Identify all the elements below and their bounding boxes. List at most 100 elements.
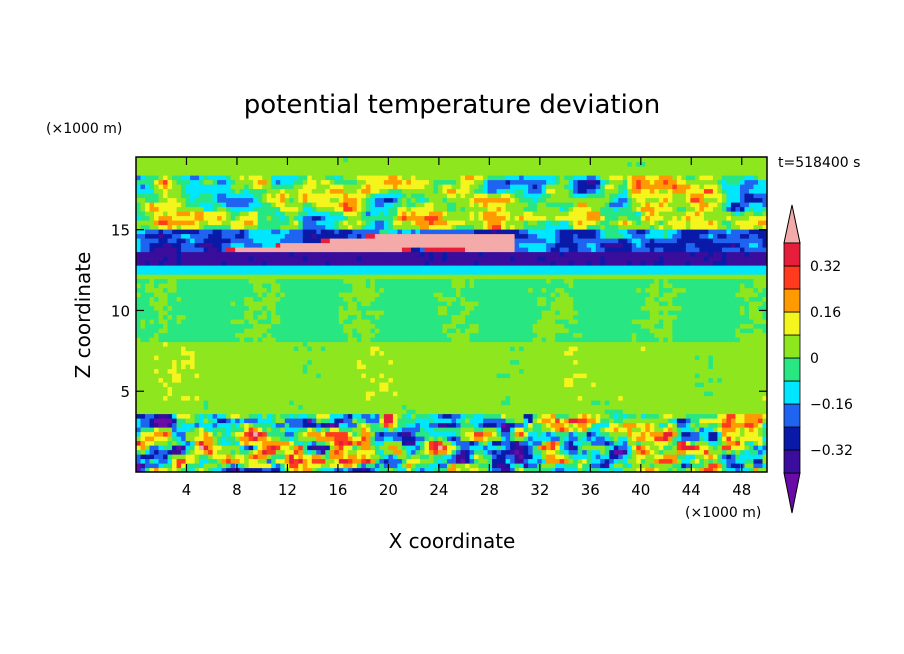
field-cell bbox=[559, 341, 565, 347]
field-cell bbox=[235, 395, 241, 401]
field-cell bbox=[532, 359, 538, 365]
field-cell bbox=[456, 391, 462, 397]
field-cell bbox=[262, 319, 268, 325]
field-cell bbox=[257, 454, 263, 460]
field-cell bbox=[609, 449, 615, 455]
field-cell bbox=[298, 445, 304, 451]
field-cell bbox=[248, 431, 254, 437]
field-cell bbox=[419, 377, 426, 383]
field-cell bbox=[280, 431, 286, 437]
field-cell bbox=[721, 467, 728, 472]
field-cell bbox=[446, 319, 453, 325]
field-cell bbox=[667, 445, 673, 451]
field-cell bbox=[347, 328, 353, 334]
field-cell bbox=[546, 337, 552, 343]
field-cell bbox=[564, 413, 570, 419]
field-cell bbox=[577, 463, 583, 469]
field-cell bbox=[370, 350, 376, 356]
field-cell bbox=[528, 328, 534, 334]
field-cell bbox=[446, 355, 453, 361]
field-cell bbox=[401, 328, 408, 334]
field-cell bbox=[257, 350, 263, 356]
field-cell bbox=[230, 364, 236, 370]
field-cell bbox=[145, 314, 151, 320]
field-cell bbox=[645, 341, 651, 347]
field-cell bbox=[361, 458, 367, 464]
field-cell bbox=[600, 431, 606, 437]
field-cell bbox=[311, 445, 317, 451]
field-cell bbox=[158, 386, 164, 392]
field-cell bbox=[699, 346, 705, 352]
field-cell bbox=[185, 427, 191, 433]
field-cell bbox=[293, 323, 299, 329]
field-cell bbox=[568, 458, 574, 464]
field-cell bbox=[762, 368, 767, 374]
field-cell bbox=[600, 422, 606, 428]
field-cell bbox=[271, 377, 277, 383]
field-cell bbox=[172, 323, 178, 329]
field-cell bbox=[753, 377, 759, 383]
field-cell bbox=[636, 400, 642, 406]
field-cell bbox=[388, 377, 394, 383]
field-cell bbox=[681, 382, 687, 388]
field-cell bbox=[456, 445, 462, 451]
field-cell bbox=[586, 449, 592, 455]
field-cell bbox=[541, 355, 547, 361]
field-cell bbox=[167, 404, 173, 410]
field-cell bbox=[721, 350, 728, 356]
field-cell bbox=[410, 355, 417, 361]
field-cell bbox=[419, 409, 426, 415]
field-cell bbox=[158, 422, 164, 428]
field-cell bbox=[262, 328, 268, 334]
field-cell bbox=[550, 319, 556, 325]
field-cell bbox=[564, 454, 570, 460]
field-cell bbox=[158, 341, 164, 347]
field-cell bbox=[469, 382, 475, 388]
field-cell bbox=[694, 409, 700, 415]
field-cell bbox=[460, 436, 466, 442]
field-cell bbox=[496, 413, 502, 419]
field-cell bbox=[316, 364, 322, 370]
field-cell bbox=[532, 418, 538, 424]
field-cell bbox=[136, 368, 142, 374]
field-cell bbox=[208, 368, 214, 374]
field-cell bbox=[735, 463, 741, 469]
field-cell bbox=[564, 440, 570, 446]
field-cell bbox=[555, 454, 561, 460]
field-cell bbox=[140, 337, 146, 343]
field-cell bbox=[293, 413, 299, 419]
field-cell bbox=[433, 373, 439, 379]
field-cell bbox=[149, 418, 155, 424]
field-cell bbox=[316, 418, 322, 424]
field-cell bbox=[676, 364, 682, 370]
field-cell bbox=[456, 355, 462, 361]
field-cell bbox=[347, 440, 353, 446]
field-cell bbox=[694, 364, 700, 370]
field-cell bbox=[541, 314, 547, 320]
field-cell bbox=[631, 373, 637, 379]
field-cell bbox=[730, 436, 737, 442]
field-cell bbox=[559, 377, 565, 383]
field-cell bbox=[541, 463, 547, 469]
field-cell bbox=[149, 350, 155, 356]
field-cell bbox=[627, 413, 633, 419]
field-cell bbox=[541, 350, 547, 356]
field-cell bbox=[649, 422, 655, 428]
field-cell bbox=[392, 310, 399, 316]
field-cell bbox=[604, 341, 610, 347]
field-cell bbox=[325, 328, 331, 334]
field-cell bbox=[649, 359, 655, 365]
field-cell bbox=[194, 440, 200, 446]
field-cell bbox=[654, 458, 660, 464]
field-cell bbox=[347, 350, 353, 356]
field-cell bbox=[172, 355, 178, 361]
field-cell bbox=[541, 377, 547, 383]
field-cell bbox=[654, 332, 660, 338]
field-cell bbox=[293, 310, 299, 316]
field-cell bbox=[271, 427, 277, 433]
field-cell bbox=[676, 355, 682, 361]
field-cell bbox=[370, 431, 376, 437]
field-cell bbox=[658, 319, 664, 325]
field-cell bbox=[762, 454, 767, 460]
field-cell bbox=[271, 413, 277, 419]
